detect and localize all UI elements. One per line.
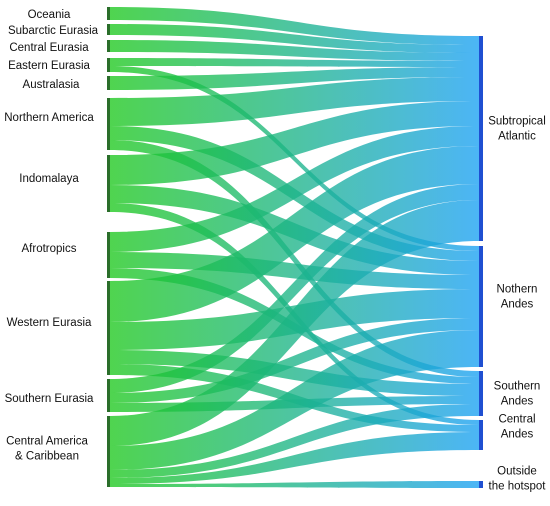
flow-northern-america-to-southern-andes: [110, 140, 479, 377]
label-southern-eurasia: Southern Eurasia: [5, 393, 94, 405]
label-afrotropics: Afrotropics: [22, 243, 77, 255]
flow-northern-america-to-subtropical-atlantic: [110, 77, 479, 126]
flow-southern-eurasia-to-subtropical-atlantic: [110, 184, 479, 393]
flow-central-america-caribbean-to-outside-hotspot: [110, 481, 479, 488]
flow-central-america-caribbean-to-northern-andes: [110, 330, 479, 470]
flow-western-eurasia-to-subtropical-atlantic: [110, 146, 479, 322]
flow-oceania-to-subtropical-atlantic: [110, 7, 479, 45]
label-northern-america: Northern America: [4, 112, 94, 124]
label-northern-andes: Nothern Andes: [497, 284, 538, 311]
label-central-america-caribbean: Central America & Caribbean: [6, 436, 88, 463]
label-oceania: Oceania: [28, 9, 71, 21]
flow-afrotropics-to-northern-andes: [110, 252, 479, 289]
node-subtropical-atlantic: [479, 36, 483, 241]
flow-southern-eurasia-to-northern-andes: [110, 318, 479, 403]
flow-central-america-caribbean-to-subtropical-atlantic: [110, 200, 479, 446]
flow-central-america-caribbean-to-central-andes: [110, 432, 479, 484]
node-western-eurasia: [107, 281, 110, 375]
node-northern-andes: [479, 246, 483, 367]
label-central-eurasia: Central Eurasia: [9, 42, 89, 54]
label-subtropical-atlantic: Subtropical Atlantic: [488, 116, 546, 143]
flow-australasia-to-subtropical-atlantic: [110, 67, 479, 90]
label-outside-hotspot: Outside the hotspot: [489, 466, 547, 493]
label-indomalaya: Indomalaya: [19, 173, 79, 185]
node-afrotropics: [107, 232, 110, 278]
node-oceania: [107, 7, 110, 20]
label-southern-andes: Southern Andes: [494, 381, 541, 408]
node-eastern-eurasia: [107, 58, 110, 72]
node-central-andes: [479, 420, 483, 450]
flow-links: [110, 7, 479, 488]
label-australasia: Australasia: [23, 79, 80, 91]
sankey-nodes: [107, 7, 483, 488]
node-outside-hotspot: [479, 481, 483, 488]
flow-central-america-caribbean-to-southern-andes: [110, 404, 479, 478]
flow-eastern-eurasia-to-subtropical-atlantic: [110, 58, 479, 67]
node-central-eurasia: [107, 40, 110, 52]
label-western-eurasia: Western Eurasia: [7, 317, 92, 329]
node-labels: Oceania Subarctic Eurasia Central Eurasia E…: [4, 9, 546, 493]
node-southern-eurasia: [107, 379, 110, 412]
node-northern-america: [107, 98, 110, 150]
flow-subarctic-eurasia-to-subtropical-atlantic: [110, 24, 479, 53]
flow-eastern-eurasia-to-northern-andes: [110, 66, 479, 251]
flow-afrotropics-to-subtropical-atlantic: [110, 126, 479, 252]
node-subarctic-eurasia: [107, 24, 110, 35]
flow-indomalaya-to-subtropical-atlantic: [110, 101, 479, 185]
node-australasia: [107, 76, 110, 90]
node-central-america-caribbean: [107, 416, 110, 487]
label-subarctic-eurasia: Subarctic Eurasia: [8, 25, 99, 37]
node-southern-andes: [479, 371, 483, 416]
label-central-andes: Central Andes: [498, 414, 535, 441]
label-eastern-eurasia: Eastern Eurasia: [8, 60, 90, 72]
flow-central-eurasia-to-subtropical-atlantic: [110, 40, 479, 61]
node-indomalaya: [107, 155, 110, 212]
